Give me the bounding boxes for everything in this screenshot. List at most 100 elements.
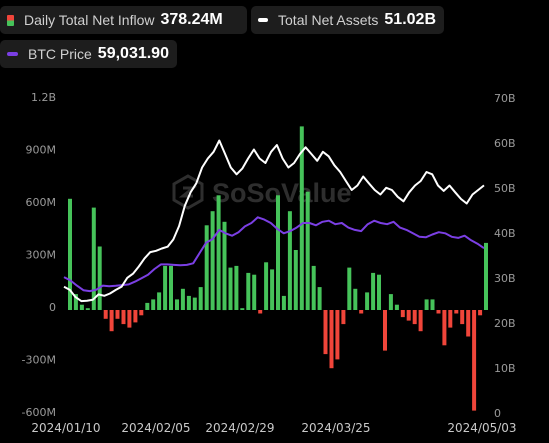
inflow-bar	[198, 287, 203, 310]
btc-price-line	[63, 216, 485, 293]
inflow-bar	[454, 310, 459, 314]
inflow-bar	[359, 310, 364, 314]
series-lines	[63, 139, 485, 303]
inflow-bar	[258, 310, 263, 314]
inflow-bar	[145, 302, 150, 310]
inflow-bar	[478, 310, 483, 316]
bar-swatch-icon	[7, 14, 14, 26]
inflow-bar	[163, 265, 168, 310]
inflow-bar	[281, 295, 286, 310]
legend-total-net-assets[interactable]: Total Net Assets 51.02B	[251, 6, 444, 34]
inflow-bar	[169, 265, 173, 310]
legend-label: Daily Total Net Inflow	[24, 12, 155, 28]
inflow-bar	[400, 310, 405, 318]
inflow-bar	[311, 265, 316, 310]
inflow-bar	[365, 292, 370, 310]
inflow-bar	[305, 191, 310, 310]
inflow-bar	[264, 262, 269, 310]
right-tick-label: 10B	[494, 362, 516, 375]
inflow-bar	[240, 308, 245, 310]
inflow-bar	[430, 299, 435, 310]
x-tick-label: 2024/02/05	[121, 421, 190, 435]
inflow-bars	[68, 126, 488, 411]
inflow-bar	[68, 198, 72, 310]
left-axis: 1.2B 900M 600M 300M 0 -300M -600M	[22, 91, 56, 419]
inflow-bar	[276, 195, 280, 310]
inflow-bar	[121, 310, 126, 325]
inflow-bar	[484, 242, 488, 310]
inflow-bar	[442, 310, 447, 346]
inflow-bar	[377, 274, 381, 310]
inflow-bar	[85, 308, 90, 310]
legend-daily-net-inflow[interactable]: Daily Total Net Inflow 378.24M	[0, 6, 247, 34]
inflow-bar	[97, 246, 102, 310]
inflow-bar	[133, 310, 138, 323]
inflow-bar	[139, 310, 144, 316]
watermark: SoSoValue	[172, 174, 352, 210]
x-tick-label: 2024/03/25	[301, 421, 370, 435]
inflow-bar	[73, 294, 78, 310]
inflow-bar	[79, 304, 84, 310]
inflow-bar	[234, 265, 239, 310]
inflow-bar	[246, 272, 251, 310]
inflow-bar	[335, 310, 340, 360]
right-axis: 70B 60B 50B 40B 30B 20B 10B 0	[494, 92, 516, 420]
x-tick-label: 2024/01/10	[31, 421, 100, 435]
inflow-bar	[412, 310, 417, 325]
inflow-bar	[299, 126, 304, 311]
right-tick-label: 50B	[494, 182, 516, 195]
inflow-bar	[157, 292, 162, 310]
watermark-text: SoSoValue	[212, 178, 352, 208]
legend-label: Total Net Assets	[278, 12, 379, 28]
inflow-bar	[448, 310, 453, 328]
inflow-bar	[418, 310, 423, 332]
right-tick-label: 20B	[494, 317, 516, 330]
inflow-bar	[347, 267, 352, 310]
inflow-bar	[436, 310, 441, 314]
right-tick-label: 70B	[494, 92, 516, 105]
inflow-bar	[186, 295, 191, 310]
inflow-bar	[204, 225, 209, 310]
white-line-swatch-icon	[258, 18, 269, 22]
inflow-bar	[383, 310, 387, 351]
inflow-bar	[406, 310, 411, 321]
inflow-bar	[228, 267, 233, 310]
inflow-bar	[466, 310, 471, 337]
left-tick-label: 900M	[26, 144, 57, 157]
legend-value: 59,031.90	[97, 45, 169, 62]
inflow-bar	[151, 299, 156, 310]
inflow-bar	[222, 221, 227, 311]
right-tick-label: 60B	[494, 137, 516, 150]
inflow-bar	[192, 297, 197, 310]
inflow-bar	[323, 310, 328, 355]
left-tick-label: -600M	[22, 406, 56, 419]
inflow-bar	[424, 299, 429, 310]
inflow-bar	[341, 310, 346, 325]
right-tick-label: 40B	[494, 227, 516, 240]
inflow-bar	[270, 269, 275, 310]
left-tick-label: 0	[49, 301, 56, 314]
inflow-bar	[252, 274, 257, 310]
inflow-bar	[103, 310, 108, 319]
left-tick-label: 300M	[26, 249, 57, 262]
inflow-bar	[175, 299, 179, 310]
left-tick-label: 1.2B	[31, 91, 56, 104]
x-axis: 2024/01/10 2024/02/05 2024/02/29 2024/03/25…	[31, 421, 516, 435]
legend-btc-price[interactable]: BTC Price 59,031.90	[0, 40, 177, 68]
left-tick-label: 600M	[26, 196, 57, 209]
total-net-assets-line	[63, 139, 485, 303]
inflow-bar	[317, 287, 322, 310]
inflow-bar	[388, 294, 393, 310]
right-tick-label: 30B	[494, 272, 516, 285]
left-tick-label: -300M	[22, 354, 56, 367]
inflow-bar	[127, 310, 132, 328]
inflow-bar	[115, 310, 120, 319]
inflow-bar	[460, 310, 465, 325]
legend-value: 51.02B	[384, 11, 436, 28]
inflow-bar	[180, 288, 185, 310]
x-tick-label: 2024/02/29	[205, 421, 274, 435]
inflow-bar	[91, 207, 96, 310]
inflow-bar	[287, 211, 292, 310]
inflow-bar	[210, 211, 215, 310]
